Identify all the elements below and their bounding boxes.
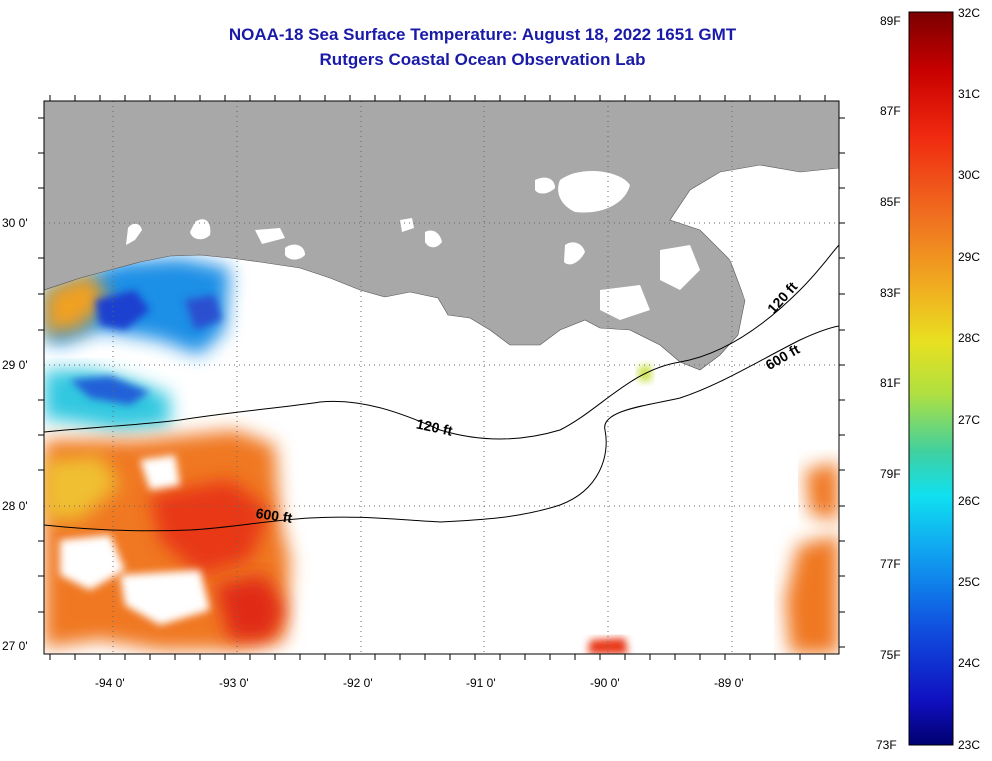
contour-120ft-label-1: 120 ft xyxy=(415,416,454,439)
temperature-colorbar xyxy=(908,11,954,746)
lat-label-27: 27 0' xyxy=(2,639,28,653)
map-frame xyxy=(43,100,840,655)
cbar-c-28: 28C xyxy=(958,331,981,345)
axis-ticks xyxy=(38,95,845,660)
contour-600ft-line xyxy=(44,325,839,532)
lon-label-90: -90 0' xyxy=(590,676,620,690)
lon-label-89: -89 0' xyxy=(714,676,744,690)
lon-label-92: -92 0' xyxy=(343,676,373,690)
cbar-f-89: 89F xyxy=(880,14,901,28)
graticule xyxy=(44,101,839,654)
lat-label-30: 30 0' xyxy=(2,216,28,230)
cbar-c-31: 31C xyxy=(958,87,981,101)
lon-label-91: -91 0' xyxy=(466,676,496,690)
inland-water xyxy=(126,170,839,320)
lon-label-93: -93 0' xyxy=(219,676,249,690)
cbar-f-87: 87F xyxy=(880,104,901,118)
cbar-c-23: 23C xyxy=(958,738,981,752)
cbar-f-79: 79F xyxy=(880,467,901,481)
cbar-c-29: 29C xyxy=(958,250,981,264)
map-title: NOAA-18 Sea Surface Temperature: August … xyxy=(228,25,737,44)
cbar-f-85: 85F xyxy=(880,195,901,209)
lat-label-29: 29 0' xyxy=(2,358,28,372)
map-subtitle: Rutgers Coastal Ocean Observation Lab xyxy=(319,50,646,69)
cbar-c-32: 32C xyxy=(958,6,981,20)
sst-field xyxy=(44,258,839,654)
cbar-f-83: 83F xyxy=(880,286,901,300)
contour-120ft-line xyxy=(44,244,839,440)
cbar-f-77: 77F xyxy=(880,557,901,571)
lon-label-94: -94 0' xyxy=(95,676,125,690)
lat-label-28: 28 0' xyxy=(2,499,28,513)
cbar-c-26: 26C xyxy=(958,494,981,508)
cbar-f-81: 81F xyxy=(880,376,901,390)
cbar-c-30: 30C xyxy=(958,168,981,182)
cbar-f-75: 75F xyxy=(880,648,901,662)
contour-600ft-label-1: 600 ft xyxy=(255,505,294,526)
cbar-f-73: 73F xyxy=(876,738,897,752)
cbar-c-25: 25C xyxy=(958,575,981,589)
colorbar-gradient xyxy=(908,11,954,746)
cbar-c-27: 27C xyxy=(958,413,981,427)
cbar-c-24: 24C xyxy=(958,656,981,670)
